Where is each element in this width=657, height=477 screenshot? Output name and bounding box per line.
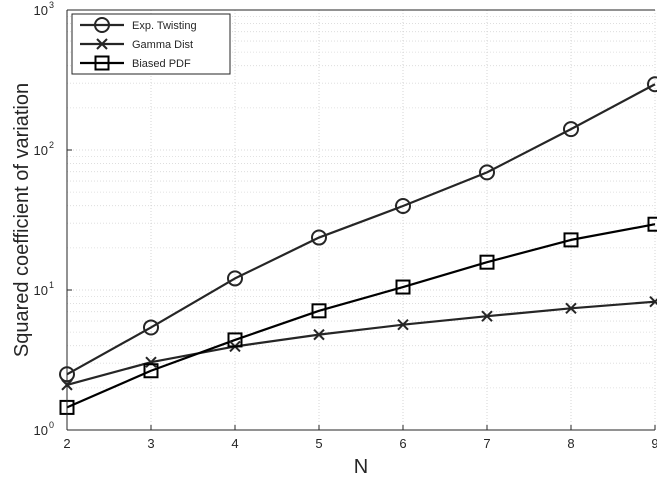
y-tick-exponent: 3 [49,0,54,10]
y-tick-exponent: 1 [49,280,54,290]
data-point-exp-twisting [479,164,495,181]
data-point-gamma-dist [649,295,657,308]
x-tick-label: 7 [483,436,490,451]
series-line-biased-pdf [66,223,656,409]
data-point-exp-twisting [227,270,243,287]
legend-label-biased-pdf: Biased PDF [132,58,191,70]
x-tick-label: 6 [399,436,406,451]
axes [66,9,655,431]
data-point-gamma-dist [481,310,493,322]
series-line-exp-twisting [66,83,656,376]
legend-label-gamma-dist: Gamma Dist [132,39,193,51]
y-tick-label: 10 [34,283,48,298]
grid [67,9,656,431]
data-point-gamma-dist [397,319,409,331]
data-point-biased-pdf [479,254,495,270]
marker-stroke [145,356,157,368]
y-tick-label: 10 [34,3,48,18]
legend-marker-exp-twisting [94,17,110,33]
data-point-biased-pdf [395,279,411,295]
data-point-exp-twisting [143,319,159,336]
marker-stroke [649,298,657,308]
y-tick-exponent: 2 [49,140,54,150]
series-line-gamma-dist [66,300,656,386]
x-tick-label: 3 [147,436,154,451]
legend-marker-biased-pdf [94,55,110,71]
marker-stroke [397,319,409,331]
y-tick-label: 10 [34,143,48,158]
data-point-gamma-dist [145,356,157,368]
data-point-biased-pdf [143,363,159,379]
y-axis-title: Squared coefficient of variation [11,83,33,357]
y-tick-label: 10 [34,423,48,438]
data-point-gamma-dist [565,302,577,315]
marker-stroke [565,302,577,315]
series-lines [66,83,656,409]
data-point-biased-pdf [563,232,579,248]
x-tick-label: 8 [567,436,574,451]
x-axis-title: N [354,456,368,477]
data-point-biased-pdf [311,303,327,319]
tick-labels: 10 010 110 210 32 3 4 5 6 7 8 9 [34,0,657,451]
legend-label-exp-twisting: Exp. Twisting [132,20,197,32]
data-point-exp-twisting [395,198,411,215]
data-point-biased-pdf [647,216,657,232]
marker-stroke [96,38,108,50]
marker-stroke [481,310,493,322]
legend: Exp. Twisting Gamma Dist Biased PDF [71,13,231,75]
data-point-biased-pdf [227,332,243,348]
data-point-exp-twisting [647,76,657,93]
data-point-exp-twisting [563,121,579,138]
x-tick-label: 4 [231,436,238,451]
x-tick-label: 9 [651,436,657,451]
legend-marker-gamma-dist [96,38,108,50]
x-tick-label: 5 [315,436,322,451]
y-tick-exponent: 0 [49,420,54,430]
data-point-gamma-dist [313,328,325,341]
x-tick-label: 2 [63,436,70,451]
data-point-exp-twisting [311,229,327,246]
marker-stroke [313,328,325,341]
